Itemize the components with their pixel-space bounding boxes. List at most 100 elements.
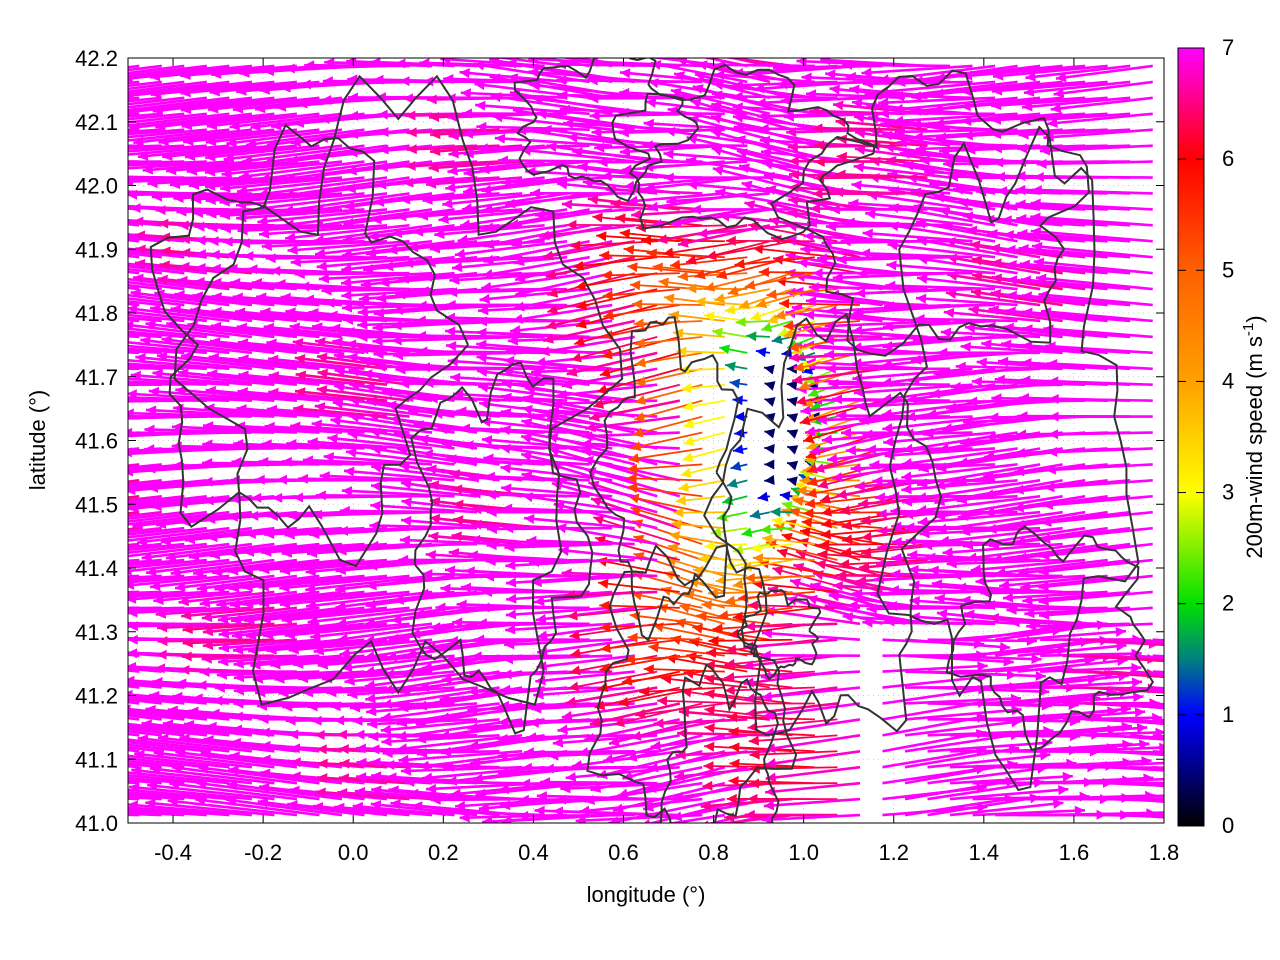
wind-vector-head [474, 42, 485, 52]
wind-vector-head [57, 144, 67, 154]
wind-vector-head [312, 322, 323, 333]
wind-vector-head [476, 618, 487, 629]
wind-vector-head [54, 416, 64, 426]
wind-vector-head [330, 415, 342, 426]
wind-vector [520, 434, 636, 466]
wind-vector-head [904, 522, 915, 533]
wind-vector [557, 718, 658, 732]
wind-vector-head [786, 476, 798, 487]
wind-vector-head [46, 532, 56, 542]
wind-vector-head [315, 490, 326, 501]
wind-vector-head [881, 377, 893, 388]
wind-vector-head [376, 179, 387, 190]
wind-vector [1017, 690, 1130, 705]
wind-vector [128, 669, 140, 673]
wind-vector-head [128, 408, 134, 419]
wind-vector-head [984, 600, 995, 611]
wind-vector [207, 371, 320, 387]
wind-vector [128, 300, 162, 307]
wind-vector-head [984, 451, 995, 462]
wind-vector-head [65, 533, 75, 543]
wind-vector [128, 144, 185, 150]
wind-vector [585, 415, 680, 430]
wind-vector-head [1013, 484, 1024, 495]
wind-vector [1038, 292, 1153, 307]
x-tick-label: 1.4 [969, 840, 1000, 865]
wind-vector-head [25, 602, 35, 612]
wind-vector-head [749, 778, 760, 789]
wind-vector-head [232, 103, 244, 114]
wind-vector-head [362, 369, 373, 380]
wind-vector [187, 323, 298, 339]
wind-vector [563, 121, 680, 132]
wind-vector-head [702, 780, 713, 791]
wind-vector-head [1048, 429, 1059, 440]
wind-vector-head [15, 343, 25, 353]
wind-vector-head [386, 772, 397, 783]
wind-vector [671, 208, 771, 226]
wind-vector [815, 562, 906, 577]
wind-vector-head [115, 536, 126, 546]
wind-vector-head [566, 366, 578, 377]
wind-vector [128, 64, 162, 72]
wind-vector-head [176, 206, 187, 217]
wind-vector-head [137, 150, 149, 161]
colorbar-gradient [1177, 47, 1205, 827]
wind-vector-head [761, 814, 772, 823]
wind-vector-head [419, 58, 430, 69]
wind-vector-head [128, 565, 132, 576]
wind-vector [556, 63, 680, 68]
wind-vector-head [39, 71, 50, 81]
wind-vector-head [963, 416, 974, 427]
wind-vector-head [255, 103, 266, 114]
wind-vector-head [896, 137, 907, 148]
wind-vector-head [284, 529, 295, 540]
wind-vector-head [596, 769, 608, 780]
wind-vector-head [128, 648, 138, 659]
wind-vector-head [929, 179, 940, 190]
wind-vector [579, 797, 703, 813]
wind-vector-head [453, 389, 464, 400]
wind-vector-head [285, 307, 296, 318]
wind-vector [806, 479, 883, 496]
wind-vector-head [202, 458, 213, 469]
wind-vector-head [531, 366, 542, 377]
wind-vector [643, 121, 748, 132]
wind-vector-head [165, 551, 177, 562]
wind-vector-head [342, 234, 354, 244]
wind-vector-head [372, 322, 383, 333]
wind-vector-head [103, 201, 113, 211]
wind-vector [398, 749, 523, 762]
wind-vector-head [955, 582, 967, 593]
wind-vector-head [498, 784, 510, 795]
wind-vector-head [64, 468, 74, 478]
wind-vector-head [806, 217, 818, 228]
wind-vector [128, 286, 140, 291]
wind-vector [537, 58, 590, 68]
wind-vector-head [205, 180, 216, 191]
wind-vector [483, 456, 590, 466]
wind-vector-head [610, 198, 621, 209]
wind-vector [257, 176, 388, 196]
wind-vector-head [293, 404, 304, 415]
wind-vector [669, 256, 748, 267]
wind-vector [279, 590, 410, 607]
wind-vector-head [746, 707, 757, 718]
wind-vector-head [727, 712, 738, 723]
wind-vector-head [1239, 802, 1249, 812]
wind-vector-head [294, 269, 305, 280]
wind-vector-head [42, 255, 53, 265]
wind-vector-head [1053, 88, 1065, 99]
wind-vector-head [850, 463, 861, 474]
wind-vector-head [128, 800, 139, 811]
wind-vector [128, 128, 230, 142]
wind-vector [561, 571, 658, 578]
wind-vector [259, 558, 388, 572]
wind-vector [250, 654, 365, 667]
wind-vector [209, 339, 320, 355]
wind-vector-head [339, 648, 351, 659]
wind-vector [915, 144, 1041, 151]
wind-vector [632, 415, 703, 436]
wind-vector [128, 176, 230, 184]
wind-vector-head [574, 336, 586, 347]
